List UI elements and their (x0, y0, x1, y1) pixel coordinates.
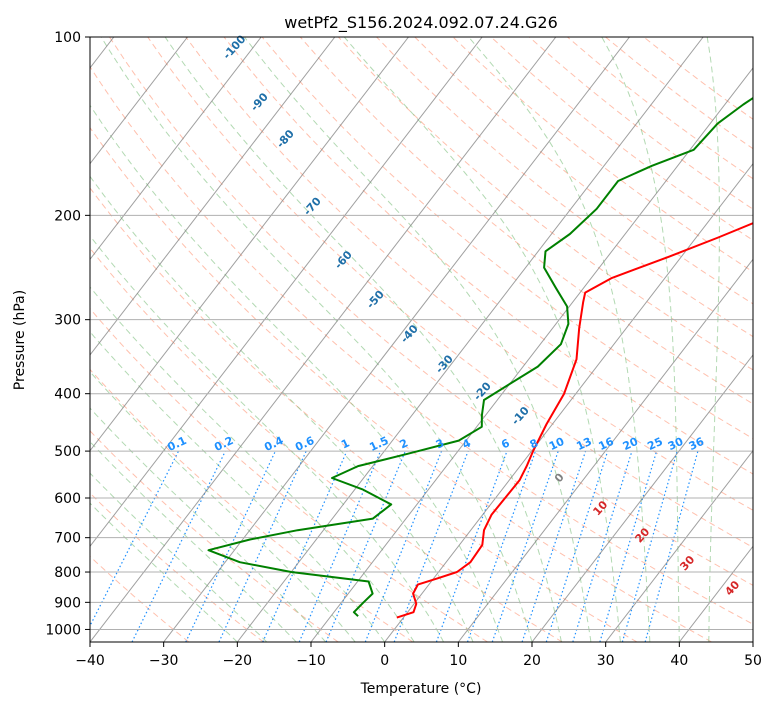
moist-adiabat (90, 286, 415, 642)
isotherm (90, 37, 409, 452)
mixing-ratio-line (298, 450, 382, 642)
y-tick-label: 1000 (45, 622, 81, 638)
y-axis-title: Pressure (hPa) (12, 290, 28, 390)
y-tick-label: 800 (54, 565, 81, 581)
mixing-ratio-line (325, 450, 406, 642)
x-tick-label: 40 (670, 653, 688, 669)
isotherm (90, 37, 336, 356)
x-tick-label: 50 (744, 653, 762, 669)
dry-adiabat (90, 307, 488, 642)
isotherm (310, 67, 753, 642)
moist-adiabat (706, 37, 720, 642)
moist-adiabat (601, 37, 680, 642)
moist-adiabat (468, 37, 651, 642)
isotherm (236, 37, 704, 642)
isotherm (90, 37, 557, 642)
x-tick-label: 0 (380, 653, 389, 669)
isotherm (90, 37, 483, 548)
moist-adiabat (90, 104, 503, 642)
isotherm (384, 162, 753, 642)
dry-adiabat (185, 37, 753, 511)
mixing-ratio-label: 16 (597, 435, 617, 453)
moist-adiabat (90, 235, 445, 642)
mixing-ratio-label: 20 (621, 435, 641, 453)
x-tick-label: 10 (449, 653, 467, 669)
mixing-ratio-line (491, 450, 559, 642)
mixing-ratio-line (185, 450, 276, 642)
y-tick-label: 600 (54, 491, 81, 507)
mixing-ratio-line (131, 450, 226, 642)
moist-adiabat (244, 37, 592, 642)
moist-adiabat (90, 407, 327, 642)
moist-adiabat (100, 37, 533, 642)
dry-adiabat (338, 37, 753, 371)
dry-adiabat (299, 37, 753, 405)
isotherm (90, 37, 188, 165)
dry-adiabat (90, 126, 712, 642)
y-tick-label: 100 (54, 30, 81, 46)
isotherm (531, 354, 753, 642)
mixing-ratio-line (262, 450, 348, 642)
dry-adiabat (376, 37, 753, 338)
x-tick-label: −10 (296, 653, 326, 669)
x-tick-label: −30 (149, 653, 179, 669)
chart-title: wetPf2_S156.2024.092.07.24.G26 (284, 13, 558, 33)
dry-adiabat (90, 430, 339, 642)
dry-adiabat (90, 555, 190, 642)
dry-adiabat (109, 37, 753, 586)
mixing-ratio-line (572, 450, 633, 642)
mixing-ratio-line (521, 450, 587, 642)
y-tick-label: 300 (54, 313, 81, 329)
mixing-ratio-label: 36 (687, 435, 707, 453)
background-lines (90, 37, 753, 642)
moist-adiabat (90, 502, 238, 642)
dry-adiabat (90, 65, 753, 625)
y-tick-label: 700 (54, 531, 81, 547)
y-tick-label: 500 (54, 444, 81, 460)
mixing-ratio-label: 10 (547, 435, 567, 453)
y-tick-label: 200 (54, 208, 81, 224)
mixing-ratio-line (644, 450, 699, 642)
moist-adiabat (90, 440, 297, 642)
x-tick-label: 20 (523, 653, 541, 669)
moist-adiabat (90, 175, 474, 642)
moist-adiabat (90, 472, 268, 642)
y-tick-label: 400 (54, 387, 81, 403)
y-tick-label: 900 (54, 595, 81, 611)
x-tick-label: 30 (597, 653, 615, 669)
mixing-ratio-line (621, 450, 678, 642)
sounding-profiles (207, 96, 753, 619)
mixing-ratio-line (466, 450, 537, 642)
x-axis: −40 −30 −20 −10 0 10 20 30 40 50 (75, 642, 762, 669)
mixing-ratio-label: 30 (666, 435, 686, 453)
isotherm (457, 258, 753, 642)
isotherm (90, 37, 262, 261)
x-tick-label: −20 (223, 653, 253, 669)
x-tick-label: −40 (75, 653, 105, 669)
y-axis: 1000 900 800 700 600 500 400 300 200 100 (45, 30, 90, 638)
mixing-ratio-line (599, 450, 658, 642)
dry-adiabat (90, 187, 638, 642)
mixing-ratio-line (218, 450, 307, 642)
moist-adiabat (90, 371, 356, 642)
x-axis-title: Temperature (°C) (360, 681, 482, 697)
plot-frame (89, 36, 754, 643)
temperature-line (396, 222, 753, 619)
mixing-ratio-label: 25 (645, 435, 664, 453)
dry-adiabat (414, 37, 753, 305)
mixing-ratio-label: 13 (574, 435, 593, 453)
dewpoint-line (207, 96, 753, 617)
moist-adiabat (343, 37, 621, 642)
isotherm (605, 449, 753, 642)
dry-adiabat (90, 247, 563, 642)
moist-adiabat (164, 37, 562, 642)
